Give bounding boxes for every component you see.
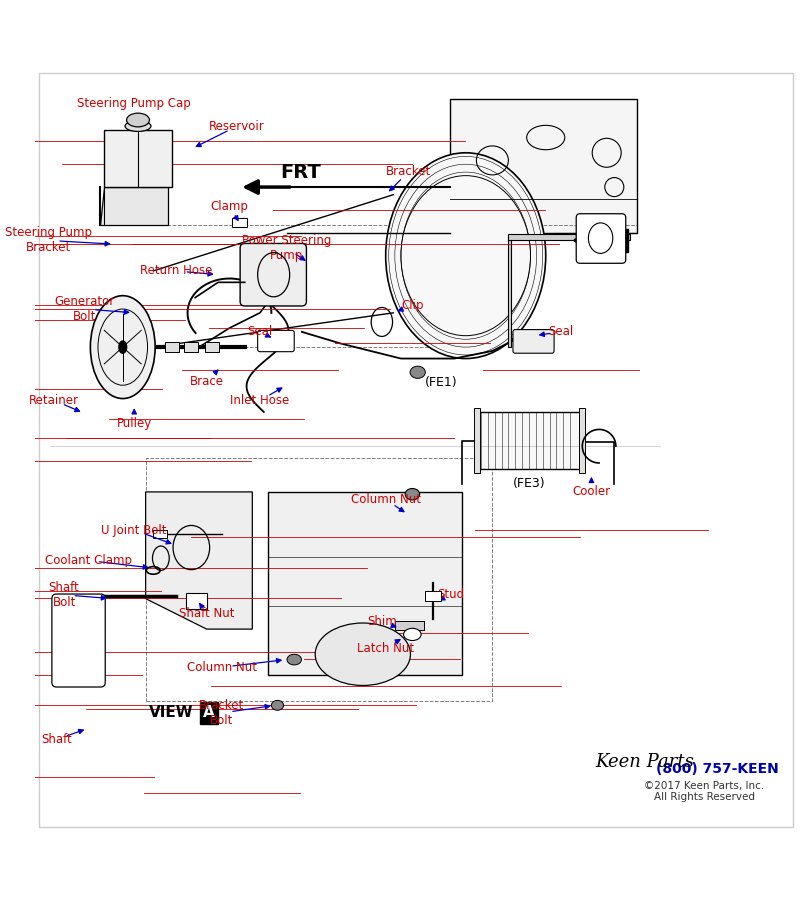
FancyBboxPatch shape xyxy=(52,594,106,687)
Text: A: A xyxy=(613,233,625,248)
FancyBboxPatch shape xyxy=(477,412,580,469)
Text: Seal: Seal xyxy=(247,326,273,338)
Bar xyxy=(232,218,247,228)
Text: Coolant Clamp: Coolant Clamp xyxy=(45,554,132,567)
Text: Seal: Seal xyxy=(548,326,574,338)
Ellipse shape xyxy=(271,700,283,710)
Text: Bracket: Bracket xyxy=(386,166,431,178)
Ellipse shape xyxy=(410,366,426,378)
Text: ©2017 Keen Parts, Inc.
All Rights Reserved: ©2017 Keen Parts, Inc. All Rights Reserv… xyxy=(644,780,764,802)
Text: Clamp: Clamp xyxy=(210,200,248,212)
FancyBboxPatch shape xyxy=(576,213,626,264)
Bar xyxy=(579,408,586,472)
Text: FRT: FRT xyxy=(281,163,322,182)
Text: Cooler: Cooler xyxy=(572,485,610,499)
Text: Shaft: Shaft xyxy=(41,734,72,746)
Text: Return Hose: Return Hose xyxy=(140,265,212,277)
Text: Inlet Hose: Inlet Hose xyxy=(230,394,290,407)
Text: Keen Parts: Keen Parts xyxy=(595,753,694,771)
Bar xyxy=(205,342,218,353)
Bar xyxy=(185,342,198,353)
FancyBboxPatch shape xyxy=(240,244,306,306)
Text: (FE3): (FE3) xyxy=(513,477,546,490)
Text: Pulley: Pulley xyxy=(117,417,152,430)
Text: Column Nut: Column Nut xyxy=(187,661,257,674)
Ellipse shape xyxy=(125,121,151,131)
Ellipse shape xyxy=(403,628,421,641)
Ellipse shape xyxy=(386,153,546,358)
Text: Clip: Clip xyxy=(401,299,424,311)
FancyBboxPatch shape xyxy=(267,492,462,675)
Text: Generator
Bolt: Generator Bolt xyxy=(54,295,114,323)
Text: Retainer: Retainer xyxy=(29,394,79,407)
Ellipse shape xyxy=(126,113,150,127)
Text: Latch Nut: Latch Nut xyxy=(357,642,414,654)
Ellipse shape xyxy=(118,340,127,354)
Bar xyxy=(474,408,480,472)
Bar xyxy=(154,530,167,537)
Ellipse shape xyxy=(287,654,302,665)
Text: Power Steering
Pump: Power Steering Pump xyxy=(242,234,331,262)
Text: Shaft Nut: Shaft Nut xyxy=(179,608,234,620)
Text: (FE1): (FE1) xyxy=(426,376,458,389)
Text: Steering Pump
Bracket: Steering Pump Bracket xyxy=(6,227,92,255)
Bar xyxy=(426,591,441,601)
Ellipse shape xyxy=(405,489,419,500)
Text: Shim: Shim xyxy=(367,615,397,628)
FancyBboxPatch shape xyxy=(258,330,294,352)
FancyBboxPatch shape xyxy=(104,130,172,187)
Polygon shape xyxy=(100,187,169,225)
FancyBboxPatch shape xyxy=(450,99,637,233)
Ellipse shape xyxy=(90,296,155,399)
Text: Shaft
Bolt: Shaft Bolt xyxy=(49,580,79,608)
Text: Reservoir: Reservoir xyxy=(210,120,265,132)
FancyBboxPatch shape xyxy=(186,593,207,608)
FancyBboxPatch shape xyxy=(513,329,554,353)
Polygon shape xyxy=(146,492,252,629)
Text: VIEW: VIEW xyxy=(149,706,193,720)
Text: Bracket
Bolt: Bracket Bolt xyxy=(199,699,245,727)
Text: A: A xyxy=(203,706,214,720)
Text: U Joint Bolt: U Joint Bolt xyxy=(102,524,167,536)
Text: Brace: Brace xyxy=(190,375,223,388)
Text: Stud: Stud xyxy=(437,589,464,601)
Ellipse shape xyxy=(315,623,410,686)
Bar xyxy=(166,342,179,353)
Text: Column Nut: Column Nut xyxy=(350,493,421,506)
Bar xyxy=(508,234,630,240)
Text: Steering Pump Cap: Steering Pump Cap xyxy=(78,96,191,110)
Bar xyxy=(508,237,511,347)
Bar xyxy=(395,622,424,630)
Text: (800) 757-KEEN: (800) 757-KEEN xyxy=(656,761,778,776)
